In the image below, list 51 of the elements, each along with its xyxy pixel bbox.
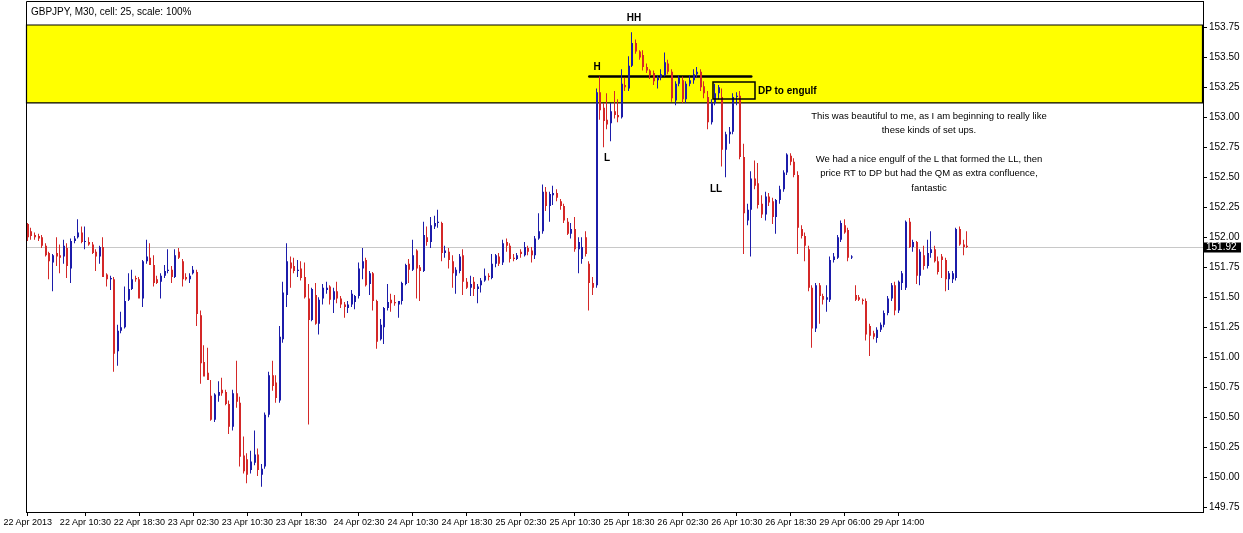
- x-tick-label: 22 Apr 10:30: [59, 516, 111, 527]
- y-tick-label: 152.75: [1209, 141, 1241, 153]
- candlestick: [297, 260, 299, 277]
- x-tick-label: 23 Apr 18:30: [275, 516, 327, 527]
- x-tick-label: 22 Apr 18:30: [113, 516, 165, 527]
- x-tick-label: 26 Apr 18:30: [765, 516, 817, 527]
- x-tick-label: 25 Apr 02:30: [495, 516, 547, 527]
- x-tick-label: 24 Apr 10:30: [387, 516, 439, 527]
- y-tick-label: 153.50: [1209, 51, 1241, 63]
- ref-line-label: 151.92: [1206, 241, 1238, 253]
- y-tick-label: 152.50: [1209, 171, 1241, 183]
- y-tick-label: 153.75: [1209, 21, 1241, 33]
- x-tick-label: 24 Apr 18:30: [441, 516, 493, 527]
- candlestick: [437, 209, 439, 228]
- x-tick-label: 24 Apr 02:30: [333, 516, 385, 527]
- y-tick-label: 153.25: [1209, 81, 1241, 93]
- x-tick-label: 26 Apr 10:30: [711, 516, 763, 527]
- y-tick-label: 153.00: [1209, 111, 1241, 123]
- annotation: H: [593, 59, 601, 74]
- candlestick: [614, 90, 616, 119]
- annotation: We had a nice engulf of the L that formed the LL, then price RT to DP but had the QM as extra confluence, fantastic: [814, 152, 1044, 195]
- x-tick-label: 25 Apr 18:30: [603, 516, 655, 527]
- y-tick-label: 150.75: [1209, 381, 1241, 392]
- candlestick: [88, 237, 90, 246]
- candlestick: [84, 226, 86, 250]
- candlestick: [344, 302, 346, 318]
- candlestick: [394, 294, 396, 306]
- annotation: DP to engulf: [758, 83, 817, 98]
- x-tick-label: 29 Apr 14:00: [873, 516, 925, 527]
- y-tick-label: 151.25: [1209, 321, 1241, 333]
- candlestick: [167, 249, 169, 274]
- x-tick-label: 23 Apr 10:30: [221, 516, 273, 527]
- y-tick-label: 151.50: [1209, 291, 1241, 303]
- y-tick-label: 150.00: [1209, 470, 1241, 482]
- y-tick-label: 150.50: [1209, 410, 1241, 422]
- x-tick-label: 22 Apr 2013: [3, 516, 53, 527]
- x-tick-label: 26 Apr 02:30: [657, 516, 709, 527]
- y-tick-label: 151.00: [1209, 351, 1241, 363]
- y-tick-label: 152.25: [1209, 201, 1241, 213]
- x-tick-label: 25 Apr 10:30: [549, 516, 601, 527]
- annotation: HH: [626, 10, 642, 25]
- x-tick-label: 29 Apr 06:00: [819, 516, 871, 527]
- annotation: L: [603, 150, 611, 165]
- annotation: This was beautiful to me, as I am beginning to really like these kinds of set ups.: [810, 109, 1048, 138]
- x-tick-label: 23 Apr 02:30: [167, 516, 219, 527]
- y-tick-label: 151.75: [1209, 261, 1241, 273]
- annotation: LL: [709, 181, 723, 196]
- y-tick-label: 150.25: [1209, 440, 1241, 452]
- y-tick-label: 152.00: [1209, 231, 1241, 243]
- chart-title: GBPJPY, M30, cell: 25, scale: 100%: [31, 6, 192, 18]
- y-tick-label: 149.75: [1209, 500, 1241, 512]
